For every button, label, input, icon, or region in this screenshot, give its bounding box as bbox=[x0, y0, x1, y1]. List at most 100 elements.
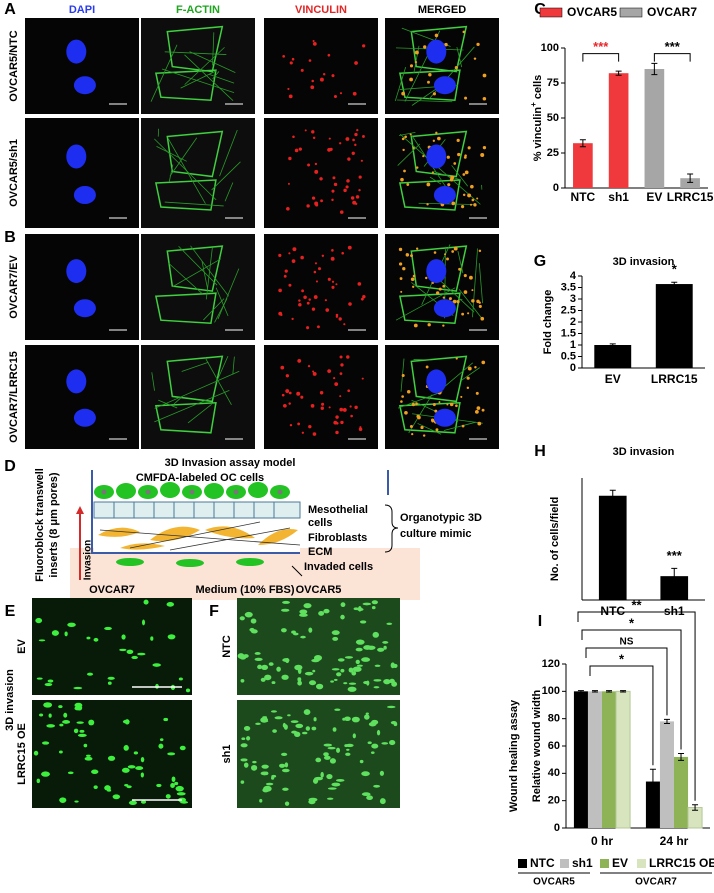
focal-adhesion bbox=[315, 280, 319, 283]
cell bbox=[185, 688, 191, 693]
focal-adhesion bbox=[455, 357, 458, 360]
focal-adhesion bbox=[476, 42, 480, 47]
focal-adhesion bbox=[422, 154, 425, 158]
focal-adhesion bbox=[312, 136, 316, 140]
y-label-part: % vinculin bbox=[532, 107, 544, 162]
cell bbox=[299, 613, 308, 617]
y-tick-label: 80 bbox=[548, 713, 560, 725]
micrograph bbox=[385, 345, 499, 449]
cell bbox=[249, 627, 255, 632]
focal-adhesion bbox=[339, 372, 343, 375]
cell bbox=[287, 714, 291, 717]
focal-adhesion bbox=[449, 177, 454, 182]
focal-adhesion bbox=[475, 391, 479, 395]
focal-adhesion bbox=[288, 252, 291, 255]
focal-adhesion bbox=[300, 255, 304, 260]
cell bbox=[373, 679, 382, 682]
nucleus bbox=[433, 76, 456, 95]
cell bbox=[281, 608, 290, 612]
cell bbox=[323, 608, 330, 614]
micrograph bbox=[264, 118, 378, 228]
fluorescence-image bbox=[32, 598, 192, 695]
fiber bbox=[394, 67, 407, 102]
cell bbox=[284, 762, 289, 768]
cell bbox=[347, 686, 357, 692]
focal-adhesion bbox=[313, 295, 318, 299]
cell bbox=[305, 726, 311, 731]
cell bbox=[276, 666, 281, 672]
cell bbox=[334, 708, 341, 711]
focal-adhesion bbox=[452, 299, 457, 304]
cell bbox=[368, 646, 373, 650]
fiber bbox=[154, 370, 240, 409]
cell bbox=[140, 756, 145, 763]
x-tick-label: LRRC15 bbox=[651, 372, 698, 386]
focal-adhesion bbox=[480, 316, 485, 321]
focal-adhesion bbox=[287, 182, 290, 185]
cell bbox=[112, 794, 121, 800]
group-label: OVCAR5 bbox=[533, 877, 575, 888]
legend-swatch bbox=[518, 859, 527, 868]
cell bbox=[48, 713, 52, 718]
cell bbox=[62, 720, 71, 724]
cell bbox=[243, 726, 251, 731]
cell bbox=[63, 712, 68, 718]
focal-adhesion bbox=[339, 210, 344, 214]
cell bbox=[156, 783, 162, 788]
error-whisker bbox=[651, 62, 658, 76]
cell bbox=[389, 740, 396, 746]
significance-label: ** bbox=[631, 597, 642, 612]
cell bbox=[260, 771, 269, 776]
focal-adhesion bbox=[462, 30, 466, 34]
focal-adhesion bbox=[340, 363, 344, 367]
cell bbox=[140, 772, 144, 778]
focal-adhesion bbox=[401, 374, 405, 378]
cell bbox=[141, 619, 146, 626]
focal-adhesion bbox=[278, 311, 283, 316]
cell bbox=[35, 617, 43, 624]
image-bg bbox=[264, 234, 378, 340]
cell bbox=[166, 602, 175, 607]
y-tick-label: 1.5 bbox=[561, 327, 576, 339]
cell bbox=[163, 717, 169, 722]
focal-adhesion bbox=[448, 297, 452, 301]
cell bbox=[150, 636, 154, 641]
bar bbox=[680, 178, 700, 188]
fiber bbox=[187, 403, 212, 424]
x-tick-label: sh1 bbox=[608, 190, 629, 204]
focal-adhesion bbox=[296, 391, 301, 396]
focal-adhesion bbox=[285, 374, 290, 378]
focal-adhesion bbox=[404, 135, 407, 139]
significance-label: *** bbox=[667, 548, 683, 563]
y-tick-label: 0 bbox=[570, 362, 576, 374]
cell bbox=[311, 726, 317, 731]
focal-adhesion bbox=[339, 92, 343, 95]
cell bbox=[290, 720, 299, 724]
focal-adhesion bbox=[304, 129, 307, 132]
fiber bbox=[224, 182, 234, 202]
focal-adhesion bbox=[431, 171, 435, 174]
focal-adhesion bbox=[482, 73, 487, 78]
focal-adhesion bbox=[327, 53, 331, 57]
focal-adhesion bbox=[342, 407, 347, 412]
focal-adhesion bbox=[398, 247, 403, 252]
focal-adhesion bbox=[357, 282, 362, 286]
focal-adhesion bbox=[406, 183, 410, 186]
focal-adhesion bbox=[442, 284, 446, 288]
cell bbox=[371, 743, 379, 749]
cell bbox=[285, 658, 290, 664]
nucleus bbox=[426, 39, 447, 64]
focal-adhesion bbox=[411, 402, 416, 407]
focal-adhesion bbox=[330, 256, 335, 261]
focal-adhesion bbox=[288, 391, 292, 395]
focal-adhesion bbox=[329, 147, 333, 151]
cell bbox=[58, 750, 63, 754]
cell bbox=[340, 668, 345, 673]
cell bbox=[119, 648, 127, 652]
actin bbox=[154, 245, 224, 324]
cell bbox=[76, 721, 84, 724]
focal-adhesion bbox=[433, 251, 437, 254]
fiber bbox=[201, 261, 209, 290]
invaded-cells bbox=[116, 558, 264, 567]
panel-label: B bbox=[4, 229, 16, 246]
